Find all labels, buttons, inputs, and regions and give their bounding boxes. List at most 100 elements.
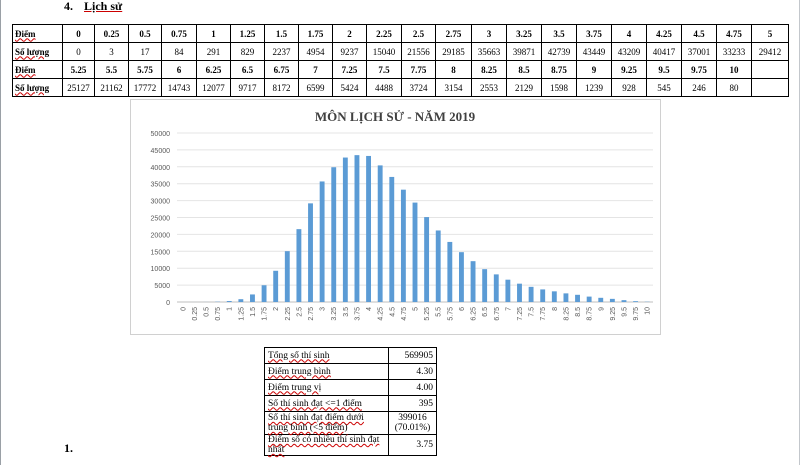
bar: [435, 230, 441, 302]
x-tick-label: 6.5: [482, 307, 489, 317]
table-cell: 80: [716, 78, 752, 97]
bar: [493, 274, 499, 302]
table-cell: 5424: [332, 78, 367, 97]
x-tick-label: 2.75: [308, 307, 315, 321]
bar-chart: MÔN LỊCH SỬ - NĂM 2019 05000100001500020…: [151, 109, 653, 321]
table-cell: 84: [161, 42, 197, 61]
table-cell: 43209: [611, 42, 647, 61]
x-tick-label: 1.25: [238, 307, 245, 321]
table-cell: 43449: [576, 42, 612, 61]
x-tick-label: 1.75: [262, 307, 269, 321]
table-cell: 3: [94, 42, 129, 61]
bar: [377, 165, 383, 302]
x-tick-label: 0.5: [204, 307, 211, 317]
table-cell: 1.25: [230, 24, 265, 43]
table-cell: 6599: [298, 78, 333, 97]
x-tick-label: 2.25: [285, 307, 292, 321]
x-tick-label: 8: [552, 307, 559, 311]
bar: [621, 300, 627, 302]
table-cell: 6.75: [264, 60, 299, 79]
x-tick-label: 7.5: [529, 307, 536, 317]
table-cell: 25127: [62, 78, 95, 97]
bar: [250, 294, 255, 302]
summary-label: Tổng số thí sinh: [264, 347, 389, 364]
table-cell: 0.75: [161, 24, 197, 43]
table-cell: 1.75: [298, 24, 333, 43]
x-tick-label: 6.25: [471, 307, 478, 321]
y-axis-ticks: 0 5000 10000 15000 20000 25000 30000 35000 40000…: [151, 131, 171, 307]
x-tick-label: 6: [459, 307, 466, 311]
summary-value: 399016 (70.01%): [388, 411, 437, 435]
bar: [633, 301, 639, 302]
table-cell: 1: [196, 24, 231, 43]
table-cell: 4.5: [681, 24, 717, 43]
table-cell: 4: [611, 24, 647, 43]
table-cell: 8.5: [506, 60, 542, 79]
table-cell: 9.75: [681, 60, 717, 79]
bar: [505, 279, 511, 302]
count-row-2: Số lượng 25127 21162 17772 14743 12077 9717 81…: [12, 78, 789, 97]
x-tick-label: 10: [645, 307, 652, 315]
summary-value-percent: (70.01%): [394, 423, 431, 433]
bar: [459, 252, 464, 302]
table-cell: 5.25: [62, 60, 95, 79]
table-cell: 39871: [506, 42, 542, 61]
x-axis-ticks: 0 0.25 0.5 0.75 1 1.25 1.5 1.75 2 2.25 2.5 2.75 3 3.2…: [180, 307, 651, 321]
table-cell: 17: [128, 42, 162, 61]
x-tick-label: 1.5: [250, 307, 257, 317]
summary-value: 4.00: [388, 379, 437, 396]
bar: [366, 155, 371, 302]
bar: [273, 270, 279, 302]
list-marker: 1.: [64, 441, 73, 455]
x-tick-label: 8.5: [575, 307, 582, 317]
x-tick-label: 7.25: [517, 307, 524, 321]
bar: [238, 299, 244, 302]
table-cell: 8: [435, 60, 472, 79]
table-cell: 2.25: [366, 24, 402, 43]
bar: [575, 294, 580, 302]
table-cell: 33233: [716, 42, 752, 61]
summary-value: 569905: [388, 347, 437, 364]
x-tick-label: 0.75: [215, 307, 222, 321]
bar: [342, 157, 348, 302]
summary-value: 395: [388, 395, 437, 412]
bar: [517, 283, 522, 302]
chart-container: MÔN LỊCH SỬ - NĂM 2019 0 5000 10000 15000 20…: [130, 99, 661, 335]
table-cell: 40417: [646, 42, 682, 61]
table-cell: 0.25: [94, 24, 129, 43]
summary-table: Tổng số thí sinh 569905 Điểm trung bình 4.3…: [264, 347, 437, 456]
y-tick-label: 45000: [151, 148, 171, 155]
bar: [447, 241, 453, 302]
section-number: 4.: [64, 0, 73, 13]
bar: [226, 301, 232, 302]
summary-label: Số thí sinh đạt điểm dưới trung bình (<5…: [264, 411, 389, 435]
summary-label: Số thí sinh đạt <=1 điểm: [264, 395, 389, 412]
bar: [400, 189, 406, 302]
table-cell: 17772: [128, 78, 162, 97]
table-cell: 8172: [264, 78, 299, 97]
table-cell: 4488: [366, 78, 402, 97]
bar: [586, 296, 592, 302]
y-tick-label: 0: [166, 300, 170, 307]
summary-row: Điểm trung bình 4.30: [264, 363, 437, 380]
table-cell: 829: [230, 42, 265, 61]
table-cell: 2.75: [435, 24, 472, 43]
table-cell: 928: [611, 78, 647, 97]
summary-label: Điểm số có nhiều thí sinh đạt nhất: [264, 434, 389, 456]
x-tick-label: 5.25: [424, 307, 431, 321]
table-cell: 15040: [366, 42, 402, 61]
score-row-1: Điểm 0 0.25 0.5 0.75 1 1.25 1.5 1.75 2 2.25 2.5 2.7…: [12, 24, 789, 43]
table-cell: 6: [161, 60, 197, 79]
x-tick-label: 3.5: [343, 307, 350, 317]
y-tick-label: 35000: [151, 182, 171, 189]
table-cell: 7.75: [401, 60, 436, 79]
bar: [528, 286, 534, 302]
section-subject: Lịch sử: [84, 0, 123, 13]
table-cell: 3724: [401, 78, 436, 97]
x-tick-label: 8.75: [587, 307, 594, 321]
y-tick-label: 20000: [151, 232, 171, 239]
x-tick-label: 9.25: [610, 307, 617, 321]
y-tick-label: 5000: [154, 283, 170, 290]
bar: [261, 285, 267, 302]
table-cell: 4954: [298, 42, 333, 61]
